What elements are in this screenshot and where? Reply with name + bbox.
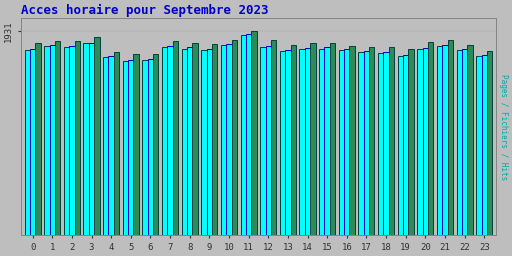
Bar bbox=[423, 48, 428, 235]
Bar bbox=[69, 46, 75, 235]
Bar bbox=[30, 49, 35, 235]
Bar bbox=[123, 61, 128, 235]
Bar bbox=[207, 49, 212, 235]
Bar bbox=[417, 49, 423, 235]
Bar bbox=[462, 49, 467, 235]
Bar bbox=[173, 41, 178, 235]
Bar bbox=[344, 49, 350, 235]
Bar bbox=[182, 49, 187, 235]
Bar bbox=[325, 48, 330, 235]
Bar bbox=[251, 31, 257, 235]
Bar bbox=[75, 41, 80, 235]
Bar bbox=[383, 52, 389, 235]
Bar bbox=[305, 48, 310, 235]
Bar bbox=[280, 51, 285, 235]
Bar bbox=[319, 49, 325, 235]
Bar bbox=[246, 34, 251, 235]
Bar bbox=[64, 48, 69, 235]
Bar bbox=[467, 45, 473, 235]
Bar bbox=[148, 59, 153, 235]
Bar bbox=[35, 43, 40, 235]
Bar bbox=[369, 47, 374, 235]
Bar bbox=[364, 51, 369, 235]
Bar bbox=[221, 45, 226, 235]
Bar bbox=[398, 56, 403, 235]
Bar bbox=[300, 49, 305, 235]
Bar bbox=[330, 43, 335, 235]
Bar bbox=[103, 57, 109, 235]
Bar bbox=[153, 54, 159, 235]
Bar bbox=[482, 55, 487, 235]
Bar bbox=[409, 49, 414, 235]
Bar bbox=[25, 50, 30, 235]
Bar bbox=[167, 46, 173, 235]
Bar bbox=[94, 37, 99, 235]
Bar bbox=[109, 56, 114, 235]
Bar bbox=[457, 50, 462, 235]
Y-axis label: Pages / Fichiers / Hits: Pages / Fichiers / Hits bbox=[499, 74, 508, 180]
Bar bbox=[128, 60, 134, 235]
Bar bbox=[487, 51, 493, 235]
Bar bbox=[89, 43, 94, 235]
Bar bbox=[310, 43, 315, 235]
Bar bbox=[193, 42, 198, 235]
Bar bbox=[339, 50, 344, 235]
Bar bbox=[350, 46, 355, 235]
Bar bbox=[134, 54, 139, 235]
Bar bbox=[428, 42, 434, 235]
Bar bbox=[271, 40, 276, 235]
Bar bbox=[114, 52, 119, 235]
Text: Acces horaire pour Septembre 2023: Acces horaire pour Septembre 2023 bbox=[21, 4, 268, 17]
Bar bbox=[476, 56, 482, 235]
Bar bbox=[447, 40, 453, 235]
Bar bbox=[389, 47, 394, 235]
Bar bbox=[437, 46, 442, 235]
Bar bbox=[442, 45, 447, 235]
Bar bbox=[50, 45, 55, 235]
Bar bbox=[291, 45, 296, 235]
Bar bbox=[260, 47, 266, 235]
Bar bbox=[201, 50, 207, 235]
Bar bbox=[55, 41, 60, 235]
Bar bbox=[285, 50, 291, 235]
Bar bbox=[142, 60, 148, 235]
Bar bbox=[231, 40, 237, 235]
Bar bbox=[378, 53, 383, 235]
Bar bbox=[187, 48, 193, 235]
Bar bbox=[241, 35, 246, 235]
Bar bbox=[212, 44, 218, 235]
Bar bbox=[403, 55, 409, 235]
Bar bbox=[44, 46, 50, 235]
Bar bbox=[266, 46, 271, 235]
Bar bbox=[83, 43, 89, 235]
Bar bbox=[226, 44, 231, 235]
Bar bbox=[358, 52, 364, 235]
Bar bbox=[162, 48, 167, 235]
